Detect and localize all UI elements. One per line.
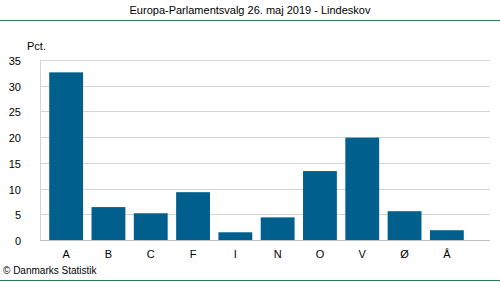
- title: Europa-Parlamentsvalg 26. maj 2019 - Lin…: [130, 4, 371, 16]
- bar: [345, 138, 379, 240]
- bar: [303, 171, 337, 240]
- x-tick-label: I: [234, 248, 237, 260]
- y-tick-label: 5: [15, 209, 21, 221]
- grid-line: [40, 163, 490, 164]
- source: © Danmarks Statistik: [3, 265, 98, 276]
- x-tick-label: C: [147, 248, 155, 260]
- y-tick-label: 10: [9, 184, 21, 196]
- bar: [134, 213, 168, 240]
- bar: [49, 72, 83, 240]
- bar: [176, 192, 210, 240]
- title-rule: [0, 20, 500, 21]
- chart-svg: Europa-Parlamentsvalg 26. maj 2019 - Lin…: [0, 0, 500, 282]
- x-tick-label: Å: [443, 248, 451, 260]
- x-tick-label: Ø: [400, 248, 409, 260]
- chart-container: Europa-Parlamentsvalg 26. maj 2019 - Lin…: [0, 0, 500, 282]
- grid-line: [40, 240, 490, 241]
- bars: [49, 72, 464, 240]
- bar: [388, 211, 422, 240]
- x-tick-label: B: [105, 248, 112, 260]
- y-tick-label: 15: [9, 158, 21, 170]
- x-tick-label: V: [359, 248, 367, 260]
- grid-line: [40, 111, 490, 112]
- x-tick-label: O: [316, 248, 325, 260]
- bar: [218, 232, 252, 240]
- grid-line: [40, 86, 490, 87]
- bar: [92, 207, 126, 240]
- x-tick-label: F: [190, 248, 197, 260]
- x-axis-line: [40, 240, 490, 241]
- y-axis-label: Pct.: [27, 40, 46, 52]
- y-tick-label: 0: [15, 235, 21, 247]
- x-tick-label: N: [274, 248, 282, 260]
- grid-line: [40, 137, 490, 138]
- bar: [261, 217, 295, 240]
- y-tick-label: 25: [9, 106, 21, 118]
- grid-line: [40, 60, 490, 61]
- y-tick-label: 35: [9, 55, 21, 67]
- y-axis-line: [40, 60, 41, 240]
- bottom-rule: [0, 280, 500, 281]
- y-tick-label: 30: [9, 81, 21, 93]
- grid-line: [40, 189, 490, 190]
- y-tick-label: 20: [9, 132, 21, 144]
- x-tick-label: A: [62, 248, 70, 260]
- bar: [430, 230, 464, 240]
